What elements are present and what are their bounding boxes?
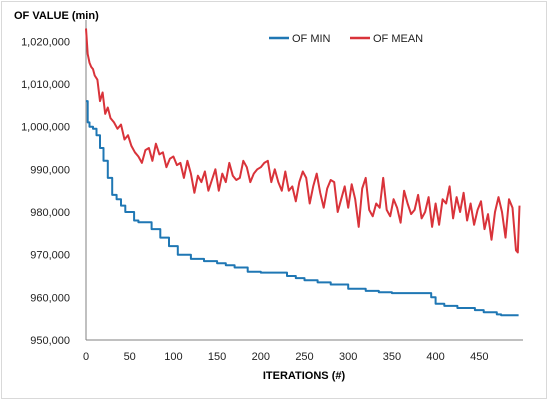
y-tick-label: 950,000 [30, 335, 70, 347]
axes [85, 20, 523, 341]
x-tick-label: 450 [470, 351, 488, 363]
series-line-of-mean [85, 28, 521, 254]
x-tick-label: 50 [124, 351, 136, 363]
x-tick-label: 400 [426, 351, 444, 363]
y-axis-title: OF VALUE (min) [14, 10, 99, 22]
x-tick-label: 150 [208, 351, 226, 363]
x-tick-label: 350 [383, 351, 401, 363]
x-tick-label: 200 [252, 351, 270, 363]
x-tick-label: 250 [295, 351, 313, 363]
y-tick-label: 1,020,000 [21, 36, 70, 48]
legend-label-of-min: OF MIN [292, 33, 331, 45]
y-tick-label: 970,000 [30, 250, 70, 262]
y-tick-label: 1,010,000 [21, 79, 70, 91]
y-tick-label: 980,000 [30, 207, 70, 219]
y-tick-label: 960,000 [30, 292, 70, 304]
y-tick-label: 1,000,000 [21, 122, 70, 134]
legend: OF MIN OF MEAN [269, 33, 423, 45]
x-tick-label: 100 [164, 351, 182, 363]
x-axis-title: ITERATIONS (#) [263, 370, 346, 382]
tick-labels: 950,000 960,000 970,000 980,000 990,000 1,000… [21, 36, 488, 363]
series-line-of-min [86, 100, 519, 317]
y-tick-label: 990,000 [30, 164, 70, 176]
series-layer [85, 28, 521, 317]
x-tick-label: 0 [83, 351, 89, 363]
x-tick-label: 300 [339, 351, 357, 363]
legend-label-of-mean: OF MEAN [373, 33, 423, 45]
